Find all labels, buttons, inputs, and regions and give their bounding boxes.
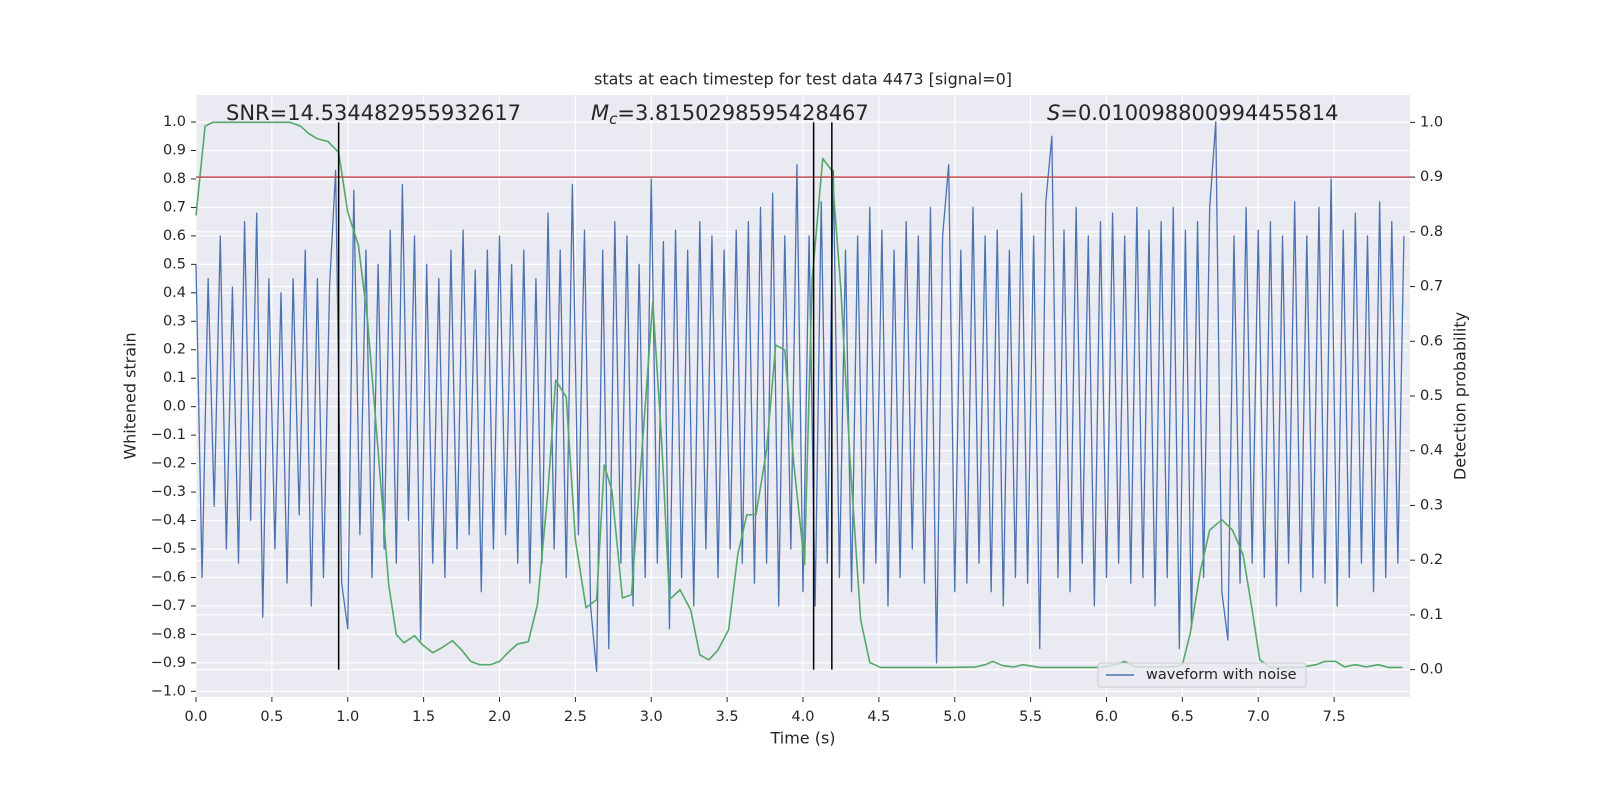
x-tick-label: 4.5 <box>867 709 890 725</box>
y2-tick-label: 0.1 <box>1420 607 1443 623</box>
x-tick-label: 7.0 <box>1247 709 1270 725</box>
x-tick-label: 3.5 <box>716 709 739 725</box>
annotation-symbol: M <box>591 101 609 125</box>
x-tick-label: 5.0 <box>943 709 966 725</box>
x-tick-label: 7.5 <box>1323 709 1346 725</box>
annotation: SNR=14.534482955932617 <box>226 101 521 125</box>
y-tick-label: −0.5 <box>151 541 186 557</box>
y2-tick-label: 0.2 <box>1420 552 1443 568</box>
annotation: Mc=3.8150298595428467 <box>591 101 869 128</box>
x-tick-label: 2.5 <box>564 709 587 725</box>
x-tick-label: 4.0 <box>791 709 814 725</box>
legend-box <box>1097 662 1307 688</box>
y2-tick-label: 0.4 <box>1420 443 1443 459</box>
x-axis-label: Time (s) <box>769 729 835 748</box>
y-tick-label: 0.5 <box>163 256 186 272</box>
y-tick-label: −0.9 <box>151 655 186 671</box>
annotation-symbol: S <box>1047 101 1060 125</box>
x-tick-label: 3.0 <box>640 709 663 725</box>
x-tick-label: 0.5 <box>260 709 283 725</box>
y-tick-label: −0.7 <box>151 598 186 614</box>
chart-title: stats at each timestep for test data 447… <box>594 70 1012 89</box>
x-tick-label: 0.0 <box>184 709 207 725</box>
y-tick-label: 0.3 <box>163 313 186 329</box>
y2-axis-label: Detection probability <box>1451 312 1470 480</box>
x-tick-label: 2.0 <box>488 709 511 725</box>
probability-line <box>195 121 1403 669</box>
y-tick-label: −0.8 <box>151 626 186 642</box>
marks <box>195 121 1405 673</box>
y2-tick-label: 0.8 <box>1420 224 1443 240</box>
y-tick-label: 0.6 <box>163 228 186 244</box>
y-tick-label: 0.0 <box>163 399 186 415</box>
annotation-text: SNR=14.534482955932617 <box>226 101 521 125</box>
y2-tick-label: 0.7 <box>1420 279 1443 295</box>
y2-tick-label: 0.5 <box>1420 388 1443 404</box>
y-tick-label: 0.4 <box>163 285 186 301</box>
annotation-text: =0.010098800994455814 <box>1060 101 1338 125</box>
x-tick-label: 1.0 <box>336 709 359 725</box>
x-tick-label: 6.0 <box>1095 709 1118 725</box>
y-tick-label: −0.1 <box>151 427 186 443</box>
y2-tick-label: 0.3 <box>1420 497 1443 513</box>
y-tick-label: 0.8 <box>163 171 186 187</box>
y-tick-label: −0.3 <box>151 484 186 500</box>
overlay: SNR=14.534482955932617 Mc=3.8150298595428… <box>196 101 1410 688</box>
y2-tick-label: 0.9 <box>1420 169 1443 185</box>
y-tick-label: −0.6 <box>151 569 186 585</box>
y2-tick-label: 1.0 <box>1420 114 1443 130</box>
y-axis-label: Whitened strain <box>121 332 140 459</box>
y-tick-label: 1.0 <box>163 114 186 130</box>
y-tick-label: 0.7 <box>163 199 186 215</box>
legend-label: waveform with noise <box>1146 667 1297 683</box>
y-tick-label: 0.9 <box>163 143 186 159</box>
x-tick-label: 6.5 <box>1171 709 1194 725</box>
y-tick-label: 0.2 <box>163 342 186 358</box>
annotation-subscript: c <box>609 110 618 128</box>
y-tick-label: −0.4 <box>151 513 186 529</box>
annotation-text: =3.8150298595428467 <box>617 101 868 125</box>
x-tick-label: 1.5 <box>412 709 435 725</box>
annotation: S=0.010098800994455814 <box>1047 101 1338 125</box>
y-tick-label: −0.2 <box>151 456 186 472</box>
waveform-line <box>195 121 1405 673</box>
y-tick-label: −1.0 <box>151 683 186 699</box>
legend: waveform with noise <box>1097 662 1307 688</box>
y2-tick-label: 0.6 <box>1420 333 1443 349</box>
x-tick-label: 5.5 <box>1019 709 1042 725</box>
y-tick-label: 0.1 <box>163 370 186 386</box>
y2-tick-label: 0.0 <box>1420 662 1443 678</box>
